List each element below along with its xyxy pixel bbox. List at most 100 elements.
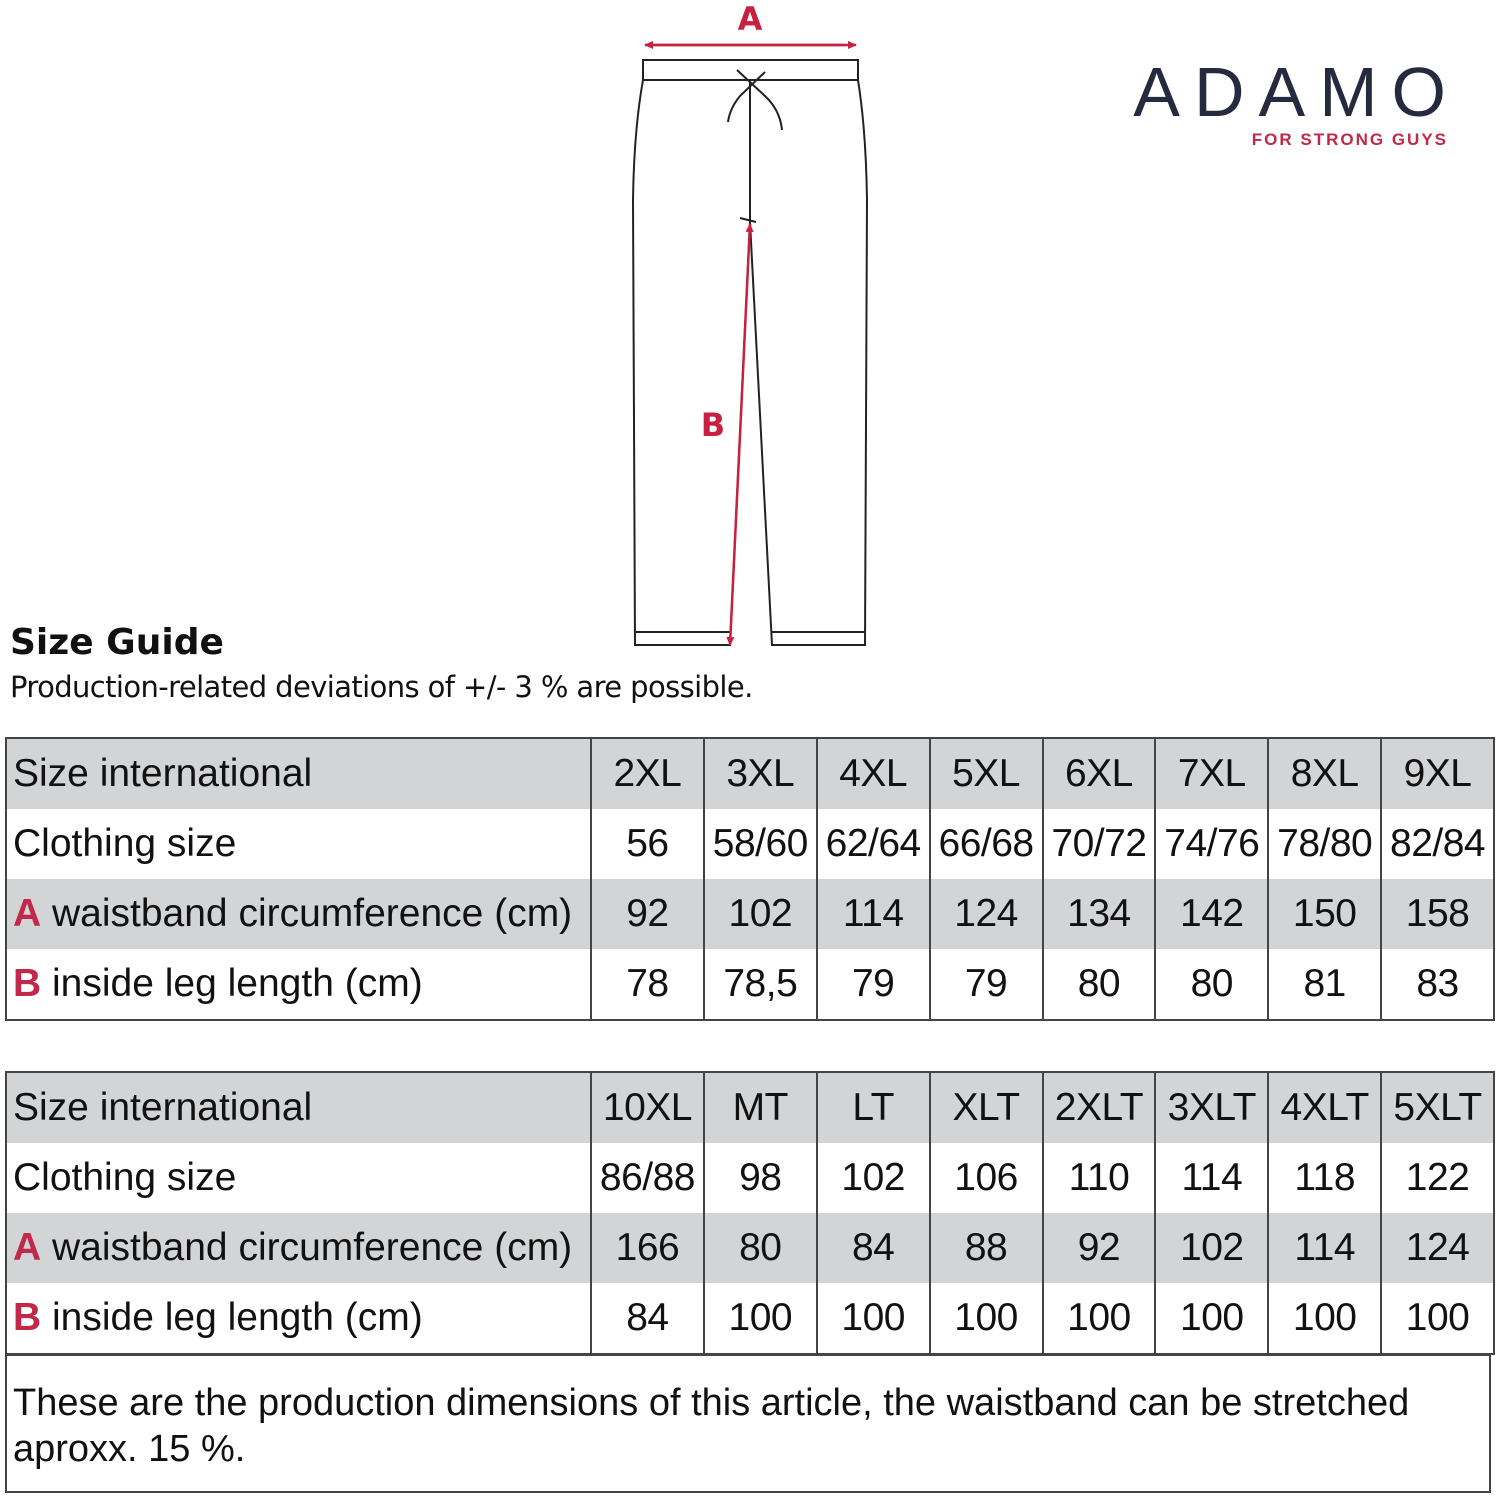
table-cell: 78 xyxy=(590,949,704,1020)
table-cell: 78/80 xyxy=(1267,809,1382,879)
row-label: A waistband circumference (cm) xyxy=(6,1213,591,1283)
arrow-b xyxy=(738,223,754,436)
table-cell: 4XLT xyxy=(1267,1072,1382,1143)
measure-letter: A xyxy=(13,1226,42,1269)
table-cell: 100 xyxy=(815,1283,930,1354)
table-cell: 2XLT xyxy=(1041,1072,1156,1143)
table-cell: 81 xyxy=(1267,949,1382,1020)
table-cell: 4XL xyxy=(815,738,930,809)
table-cell: XLT xyxy=(928,1072,1043,1143)
page-subtitle: Production-related deviations of +/- 3 %… xyxy=(10,670,753,704)
table-cell: 5XL xyxy=(928,738,1043,809)
table-row: A waistband circumference (cm) 166 80 84 88 9… xyxy=(6,1213,1494,1283)
table-cell: 5XLT xyxy=(1380,1072,1494,1143)
table-cell: 3XLT xyxy=(1154,1072,1269,1143)
table-cell: 118 xyxy=(1267,1143,1382,1213)
row-label: Clothing size xyxy=(6,809,591,879)
pants-diagram: A B xyxy=(631,0,869,646)
measure-letter: A xyxy=(13,892,42,935)
table-cell: 66/68 xyxy=(928,809,1043,879)
table-row: A waistband circumference (cm) 92 102 114 12… xyxy=(6,879,1494,949)
table-cell: 114 xyxy=(1154,1143,1269,1213)
size-table-1: Size international 2XL 3XL 4XL 5XL 6XL 7XL 8XL 9… xyxy=(5,737,1495,1021)
table-cell: 100 xyxy=(1041,1283,1156,1354)
table-cell: 150 xyxy=(1267,879,1382,949)
table-cell: 158 xyxy=(1380,879,1494,949)
table-cell: 70/72 xyxy=(1041,809,1156,879)
table-cell: 83 xyxy=(1380,949,1494,1020)
logo-name: ADAMO xyxy=(1133,53,1460,131)
brand-logo: ADAMO FOR STRONG GUYS xyxy=(1086,56,1446,150)
table-cell: 114 xyxy=(1267,1213,1382,1283)
table-cell: 79 xyxy=(815,949,930,1020)
measure-letter: B xyxy=(13,962,42,1005)
table-cell: 6XL xyxy=(1041,738,1156,809)
outer-right-seam xyxy=(749,79,869,646)
table-cell: 134 xyxy=(1041,879,1156,949)
row-label-text: waistband circumference (cm) xyxy=(41,892,573,935)
row-label: Clothing size xyxy=(6,1143,591,1213)
drawstring xyxy=(727,69,783,131)
row-label-text: Clothing size xyxy=(13,1156,237,1199)
table-cell: 98 xyxy=(702,1143,817,1213)
row-label-text: Size international xyxy=(13,1086,313,1129)
row-label: B inside leg length (cm) xyxy=(6,1283,591,1354)
row-label: B inside leg length (cm) xyxy=(6,949,591,1020)
label-b: B xyxy=(701,406,725,444)
footnote: These are the production dimensions of t… xyxy=(5,1354,1491,1493)
waistband xyxy=(642,59,859,81)
table-cell: 82/84 xyxy=(1380,809,1494,879)
table-cell: 100 xyxy=(928,1283,1043,1354)
table-cell: 84 xyxy=(590,1283,704,1354)
row-label-text: inside leg length (cm) xyxy=(41,1296,423,1339)
table-cell: 92 xyxy=(1041,1213,1156,1283)
row-label-text: Clothing size xyxy=(13,822,237,865)
table-cell: 142 xyxy=(1154,879,1269,949)
row-label-text: waistband circumference (cm) xyxy=(41,1226,573,1269)
table-cell: 62/64 xyxy=(815,809,930,879)
row-label: A waistband circumference (cm) xyxy=(6,879,591,949)
table-cell: LT xyxy=(815,1072,930,1143)
logo-tagline: FOR STRONG GUYS xyxy=(1251,130,1448,149)
table-cell: 3XL xyxy=(702,738,817,809)
size-table-2: Size international 10XL MT LT XLT 2XLT 3XLT 4XL… xyxy=(5,1071,1495,1355)
table-cell: 78,5 xyxy=(702,949,817,1020)
table-cell: 9XL xyxy=(1380,738,1494,809)
table-cell: 79 xyxy=(928,949,1043,1020)
table-cell: 80 xyxy=(1041,949,1156,1020)
label-a: A xyxy=(738,0,763,38)
table-cell: 124 xyxy=(928,879,1043,949)
table-cell: 102 xyxy=(815,1143,930,1213)
table-cell: 7XL xyxy=(1154,738,1269,809)
page-title: Size Guide xyxy=(10,622,224,663)
table-cell: 110 xyxy=(1041,1143,1156,1213)
table-cell: 58/60 xyxy=(702,809,817,879)
table-cell: 114 xyxy=(815,879,930,949)
table-cell: 10XL xyxy=(590,1072,704,1143)
row-label: Size international xyxy=(6,1072,591,1143)
table-cell: 100 xyxy=(1380,1283,1494,1354)
table-cell: 8XL xyxy=(1267,738,1382,809)
table-cell: 2XL xyxy=(590,738,704,809)
table-cell: 56 xyxy=(590,809,704,879)
table-cell: 80 xyxy=(702,1213,817,1283)
table-cell: 92 xyxy=(590,879,704,949)
table-cell: 102 xyxy=(702,879,817,949)
table-cell: 122 xyxy=(1380,1143,1494,1213)
outer-left-seam xyxy=(631,79,751,646)
row-label: Size international xyxy=(6,738,591,809)
table-cell: 106 xyxy=(928,1143,1043,1213)
table-cell: 100 xyxy=(1267,1283,1382,1354)
table-row: B inside leg length (cm) 84 100 100 100 100 10… xyxy=(6,1283,1494,1354)
table-row: Size international 10XL MT LT XLT 2XLT 3XLT 4XL… xyxy=(6,1072,1494,1143)
row-label-text: Size international xyxy=(13,752,313,795)
table-cell: 166 xyxy=(590,1213,704,1283)
table-cell: 88 xyxy=(928,1213,1043,1283)
table-row: B inside leg length (cm) 78 78,5 79 79 80 80 81… xyxy=(6,949,1494,1020)
table-cell: 80 xyxy=(1154,949,1269,1020)
table-cell: 100 xyxy=(1154,1283,1269,1354)
table-cell: 84 xyxy=(815,1213,930,1283)
table-row: Clothing size 56 58/60 62/64 66/68 70/72 74/76… xyxy=(6,809,1494,879)
measure-letter: B xyxy=(13,1296,42,1339)
table-cell: 74/76 xyxy=(1154,809,1269,879)
